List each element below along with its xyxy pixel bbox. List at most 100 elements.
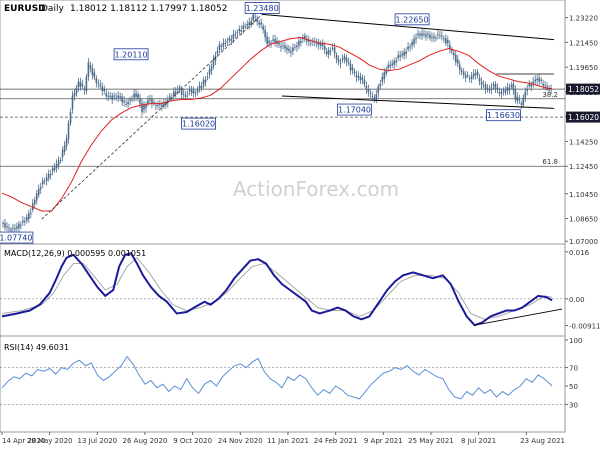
candle-body (6, 226, 8, 228)
candle-body (176, 89, 179, 90)
peak-box-1 (113, 48, 149, 61)
candle-body (69, 112, 72, 124)
date-tick-label: 8 Jul 2021 (461, 437, 496, 445)
macd-trendline (474, 308, 563, 326)
candle-body (280, 46, 282, 48)
candle-body (133, 93, 135, 98)
candle-body (99, 84, 102, 87)
candle-body (548, 89, 550, 91)
candle-body (204, 79, 207, 83)
fib-label-1: 38.2 (542, 91, 558, 99)
candle-body (441, 35, 443, 37)
candle-body (12, 227, 14, 229)
date-tick-label: 24 Nov 2020 (218, 437, 263, 445)
candle-body (268, 40, 270, 44)
peak-label-6: 1.16630 (487, 111, 520, 120)
candle-body (20, 224, 22, 226)
peak-label-0: 1.07740 (0, 234, 32, 243)
candle-body (14, 228, 16, 230)
candle-body (125, 103, 127, 105)
macd-layer: MACD(12,26,9) 0.000595 0.001051 (0, 249, 565, 327)
rsi-layer: RSI(14) 49.6031 (0, 343, 565, 405)
macd-line (1, 252, 553, 327)
candle-body (165, 102, 167, 106)
candle-body (468, 78, 471, 79)
candle-body (153, 102, 155, 104)
candle-body (512, 83, 515, 91)
candle-body (458, 64, 461, 70)
price-tick-label: 1.07000 (569, 238, 598, 246)
candle-body (117, 95, 119, 98)
candle-body (16, 226, 18, 229)
candle-body (292, 47, 294, 52)
candle-body (45, 177, 48, 181)
candle-body (462, 72, 465, 75)
candle-body (419, 34, 421, 36)
candle-body (31, 203, 34, 210)
candle-body (174, 91, 177, 95)
candle-body (159, 103, 161, 106)
candle-body (417, 33, 419, 36)
candle-body (339, 62, 342, 64)
candle-body (492, 84, 495, 86)
candle-body (234, 34, 237, 36)
macd-tick-label: 0.00 (569, 296, 585, 304)
candle-body (145, 104, 147, 109)
candle-body (490, 87, 493, 90)
candle-body (306, 39, 308, 42)
candle-body (75, 87, 78, 94)
candle-body (170, 96, 173, 98)
candle-body (51, 168, 54, 171)
date-tick-label: 11 Jan 2021 (267, 437, 309, 445)
candle-body (206, 76, 209, 78)
candle-body (250, 21, 253, 26)
peak-label-4: 1.17040 (338, 106, 371, 115)
candle-body (2, 223, 4, 224)
fib-label-0: 61.8 (542, 158, 558, 166)
candle-body (37, 188, 40, 195)
candle-body (59, 160, 62, 161)
peak-box-6 (486, 109, 521, 122)
candle-body (401, 53, 403, 56)
candle-body (119, 96, 121, 98)
candle-body (41, 180, 44, 185)
candle-body (474, 73, 477, 75)
candle-body (488, 89, 491, 91)
candle-body (35, 193, 38, 201)
candle-body (532, 81, 535, 85)
candle-body (321, 43, 324, 47)
candle-body (361, 77, 364, 80)
candle-body (355, 75, 358, 78)
candle-body (278, 42, 280, 45)
candle-body (107, 95, 110, 97)
candle-body (95, 78, 98, 83)
candle-body (200, 85, 203, 88)
candle-body (266, 36, 268, 45)
candle-body (544, 85, 546, 87)
candle-body (498, 91, 501, 94)
peak-box-0 (0, 231, 34, 244)
candle-body (433, 36, 435, 39)
rsi-tick-label: 30 (569, 401, 578, 409)
candle-body (246, 23, 249, 26)
candle-body (486, 87, 489, 89)
candle-body (53, 167, 56, 170)
candle-body (381, 77, 384, 82)
candle-body (182, 94, 185, 95)
candle-body (137, 94, 139, 99)
candle-body (538, 77, 540, 82)
candle-body (304, 35, 306, 40)
rsi-tick-label: 50 (569, 383, 578, 391)
candle-body (518, 99, 521, 101)
date-tick-label: 28 May 2020 (27, 437, 73, 445)
candle-body (222, 42, 225, 47)
candle-body (482, 84, 485, 86)
candle-body (55, 163, 58, 168)
candle-body (208, 69, 211, 75)
candle-body (365, 85, 368, 90)
macd-tick-label: 0.016 (569, 249, 590, 257)
candle-body (192, 90, 195, 94)
candle-body (337, 59, 340, 63)
candle-body (506, 87, 509, 91)
candle-body (135, 93, 137, 97)
